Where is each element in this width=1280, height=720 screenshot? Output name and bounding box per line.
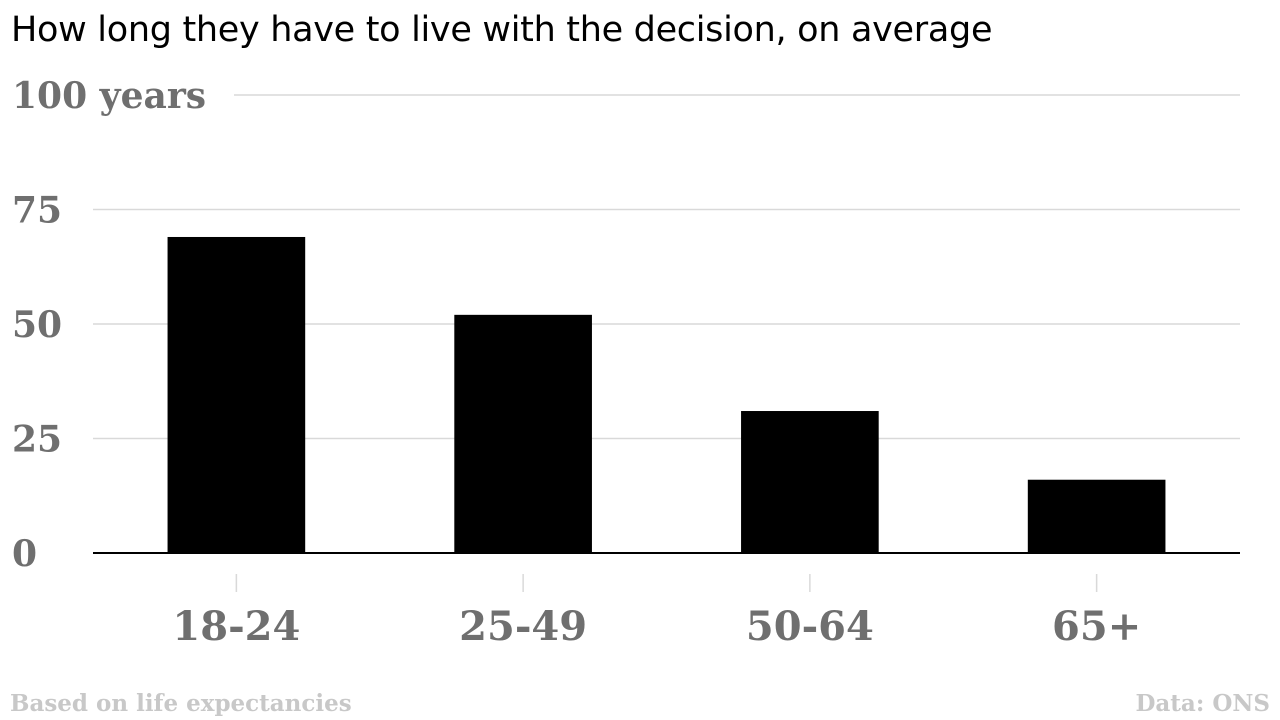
- bar-chart: 0 25 50 75 100 years 18-24 25-49 50-64 65+: [12, 75, 1240, 650]
- bar-65+: [1027, 479, 1166, 553]
- x-tick-label-65+: 65+: [1052, 603, 1141, 650]
- bar-50-64: [741, 411, 879, 553]
- bars: [167, 236, 1166, 554]
- y-axis-tick-labels: 0 25 50 75 100 years: [12, 75, 206, 575]
- y-tick-label-25: 25: [12, 419, 62, 461]
- bar-25-49: [454, 314, 592, 553]
- chart-note: Based on life expectancies: [10, 690, 352, 717]
- x-tick-label-50-64: 50-64: [746, 603, 874, 650]
- y-tick-label-0: 0: [12, 533, 37, 575]
- x-tick-label-25-49: 25-49: [459, 603, 587, 650]
- bar-18-24: [167, 236, 306, 554]
- chart-source: Data: ONS: [1135, 690, 1270, 717]
- chart-title: How long they have to live with the deci…: [11, 10, 993, 50]
- y-tick-label-75: 75: [12, 190, 62, 232]
- y-tick-label-50: 50: [12, 304, 62, 346]
- x-tick-label-18-24: 18-24: [172, 603, 300, 650]
- x-axis-tick-labels: 18-24 25-49 50-64 65+: [172, 574, 1141, 650]
- y-tick-label-100: 100 years: [12, 75, 206, 117]
